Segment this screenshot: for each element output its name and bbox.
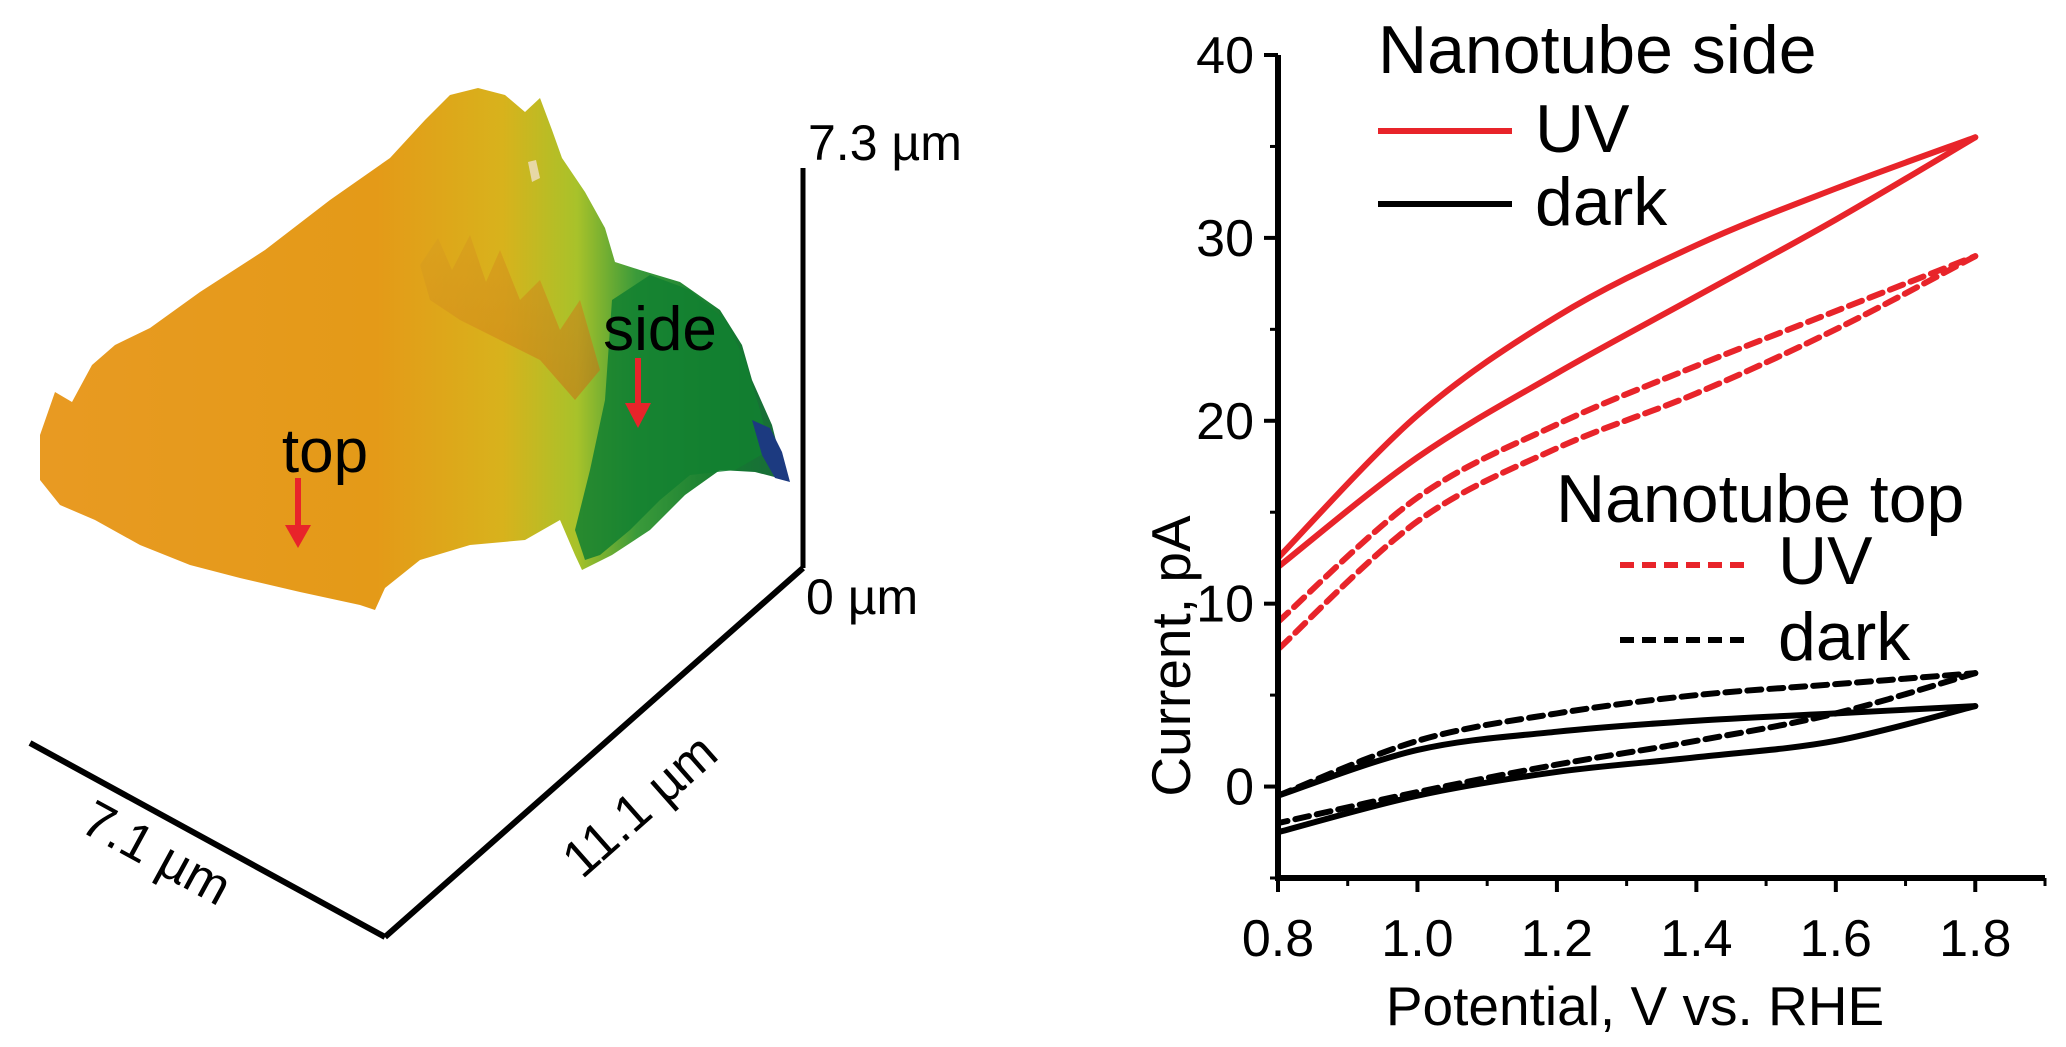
x-tick-label: 1.8 (1939, 910, 2011, 968)
series-line-reverse (1275, 134, 1979, 571)
afm-panel: 7.3 µm 0 µm 7.1 µm 11.1 µm top side (28, 88, 962, 940)
arrow-down-icon (625, 358, 651, 428)
legend-entry-side-dark: dark (1535, 164, 1668, 240)
legend-group-top: Nanotube top (1556, 461, 1964, 537)
series-nanotube-side-uv (1275, 134, 1979, 571)
legend-group-side: Nanotube side (1378, 12, 1817, 88)
axes (1275, 55, 2045, 881)
series-line-reverse (1275, 670, 1979, 827)
afm-ridge (420, 235, 600, 400)
x-tick-label: 1.2 (1521, 910, 1593, 968)
x-tick-label: 1.6 (1800, 910, 1872, 968)
legend-entry-side-uv: UV (1535, 91, 1630, 167)
y-tick-label: 10 (1196, 576, 1254, 634)
series-line-forward (1275, 670, 1979, 799)
afm-depth-axis (383, 565, 805, 940)
legend-entry-top-uv: UV (1778, 523, 1873, 599)
afm-marker-top-label: top (282, 417, 368, 486)
afm-highlight (528, 160, 540, 182)
series-nanotube-top-uv (1275, 253, 1979, 653)
afm-blue-edge (752, 420, 790, 482)
legend: Nanotube side UV dark Nanotube top UV da… (1378, 12, 1964, 675)
series-line-forward (1275, 134, 1979, 561)
afm-height-bottom-label: 0 µm (806, 569, 918, 625)
y-tick-label: 20 (1196, 393, 1254, 451)
series-nanotube-side-dark (1275, 703, 1979, 836)
arrow-down-icon (285, 478, 311, 548)
ticks: 0.8 1.0 1.2 1.4 1.6 1.8 0 10 20 30 40 (1196, 27, 2047, 968)
series-line-forward (1275, 253, 1979, 625)
x-tick-label: 1.4 (1660, 910, 1732, 968)
series-nanotube-top-dark (1275, 670, 1979, 827)
cv-chart: 0.8 1.0 1.2 1.4 1.6 1.8 0 10 20 30 40 Potential, V… (1140, 12, 2047, 1037)
x-tick-label: 1.0 (1381, 910, 1453, 968)
afm-width-axis (28, 740, 387, 940)
afm-side-slope (575, 275, 770, 560)
series-line-reverse (1275, 253, 1979, 653)
legend-entry-top-dark: dark (1778, 599, 1911, 675)
series-line-reverse (1275, 703, 1979, 836)
y-tick-label: 0 (1225, 759, 1254, 817)
y-tick-label: 30 (1196, 210, 1254, 268)
x-axis-label: Potential, V vs. RHE (1386, 975, 1884, 1037)
y-axis-label: Current, pA (1140, 515, 1202, 797)
afm-depth-label: 11.1 µm (552, 723, 729, 889)
plot-area (1275, 134, 1979, 836)
y-tick-label: 40 (1196, 27, 1254, 85)
afm-height-top-label: 7.3 µm (808, 115, 962, 171)
afm-marker-side-label: side (603, 295, 717, 364)
x-tick-label: 0.8 (1242, 910, 1314, 968)
